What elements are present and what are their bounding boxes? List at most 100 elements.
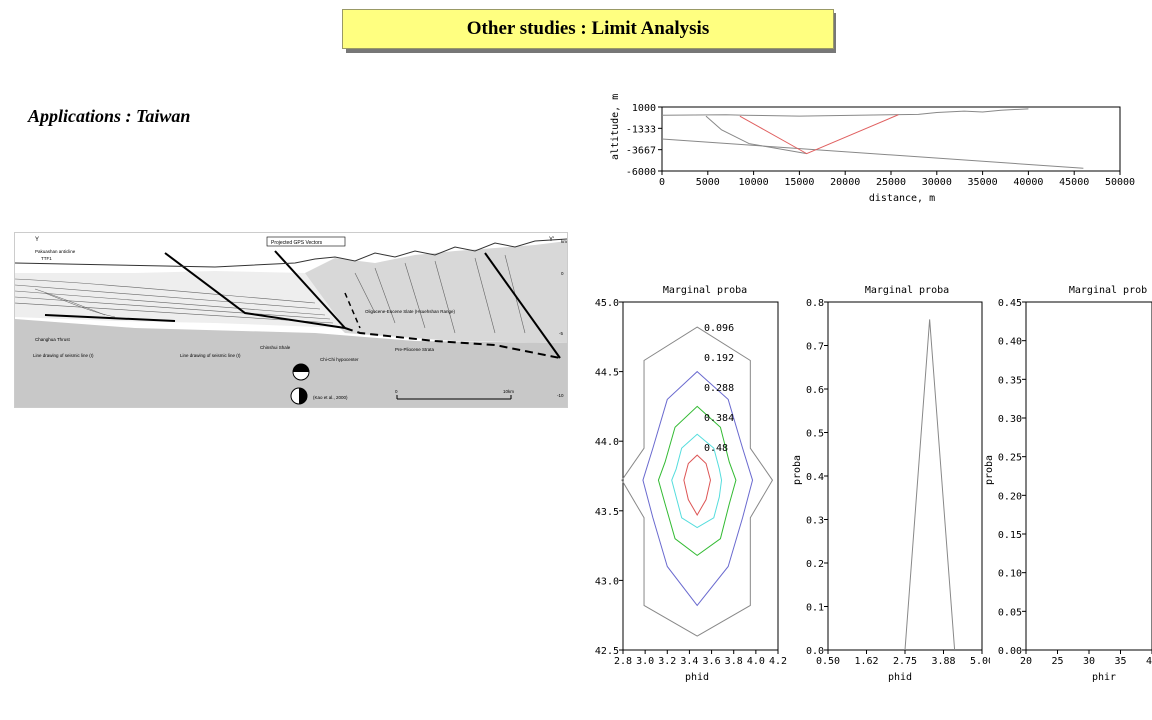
phir-y-tick-label: 0.35 (998, 375, 1022, 386)
scale-label-10: 10km (503, 389, 514, 394)
foreland-layers (15, 271, 345, 328)
phir-y-tick-label: 0.05 (998, 607, 1022, 618)
contour-x-tick-label: 3.8 (725, 656, 743, 667)
cs-label-ttf: TTF1 (41, 256, 52, 261)
profile-x-axis-label: distance, m (869, 193, 935, 204)
mountain-wedge (305, 241, 567, 343)
phid-x-tick-label: 5.00 (970, 656, 990, 667)
contour-level-label: 0.288 (704, 383, 734, 394)
phid-y-tick-label: 0.6 (806, 385, 824, 396)
cs-label-kao: (Kao et al., 2000) (313, 395, 348, 400)
phir-y-tick-label: 0.25 (998, 453, 1022, 464)
profile-x-tick-label: 30000 (922, 177, 952, 188)
phir-y-axis-label: proba (984, 455, 995, 485)
phid-y-tick-label: 0.5 (806, 429, 824, 440)
phir-y-tick-label: 0.30 (998, 414, 1022, 425)
profile-series-line-3 (739, 114, 899, 155)
phir-y-tick-label: 0.40 (998, 337, 1022, 348)
profile-x-tick-label: 0 (659, 177, 665, 188)
contour-x-tick-label: 3.6 (703, 656, 721, 667)
phir-chart-title: Marginal prob (1069, 285, 1147, 296)
phid-x-tick-label: 0.50 (816, 656, 840, 667)
contour-x-axis-label: phid (685, 672, 709, 683)
phid-x-axis-label: phid (888, 672, 912, 683)
contour-x-tick-label: 4.0 (747, 656, 765, 667)
phir-x-tick-label: 30 (1083, 656, 1095, 667)
decollement-dashed (344, 327, 561, 359)
focal-mechanism-2 (290, 387, 308, 405)
depth-label-5: -5 (559, 331, 563, 336)
cross-section-drawing: Y Y' Pakuashan anticline TTF1 Projected … (15, 236, 567, 407)
phid-chart-title: Marginal proba (865, 285, 949, 296)
phid-y-tick-label: 0.4 (806, 472, 824, 483)
phid-y-axis-label: proba (792, 455, 803, 485)
scale-label-0: 0 (395, 389, 398, 394)
phid-x-tick-label: 3.88 (931, 656, 955, 667)
phid-series-line-0 (904, 319, 956, 651)
phir-x-tick-label: 20 (1020, 656, 1032, 667)
contour-y-tick-label: 45.0 (595, 298, 619, 309)
phid-x-tick-label: 1.62 (854, 656, 878, 667)
phid-marginal-chart: Marginal proba proba phid 0.50 1.62 2.75 3.… (792, 285, 990, 683)
phid-y-tick-label: 0.8 (806, 298, 824, 309)
profile-x-tick-label: 50000 (1105, 177, 1135, 188)
contour-y-tick-label: 44.5 (595, 368, 619, 379)
phid-y-tick-label: 0.3 (806, 516, 824, 527)
contour-chart-title: Marginal proba (663, 285, 747, 296)
phid-x-tick-label: 2.75 (893, 656, 917, 667)
cs-label-y-prime: Y' (549, 237, 554, 243)
contour-level-label: 0.48 (704, 443, 728, 454)
profile-series-line-2 (705, 115, 807, 155)
cs-label-line-mid: Line drawing of seismic line (I) (180, 353, 241, 358)
phir-plot-frame (1025, 301, 1152, 651)
phir-x-tick-label: 25 (1051, 656, 1063, 667)
phir-y-tick-label: 0.20 (998, 491, 1022, 502)
contour-level-label: 0.096 (704, 323, 734, 334)
contour-y-tick-label: 43.5 (595, 507, 619, 518)
profile-x-tick-label: 5000 (696, 177, 720, 188)
phir-y-tick-label: 0.00 (998, 646, 1022, 657)
contour-level-4 (683, 454, 711, 516)
profile-plot-frame (661, 106, 1121, 172)
phir-y-tick-label: 0.45 (998, 298, 1022, 309)
profile-y-tick-label: -3667 (626, 146, 656, 157)
profile-x-tick-label: 15000 (784, 177, 814, 188)
phid-y-tick-label: 0.1 (806, 603, 824, 614)
contour-x-tick-label: 3.0 (636, 656, 654, 667)
phir-marginal-chart: Marginal prob proba phir 20 25 30 35 40 0.00 0… (984, 285, 1152, 683)
contour-y-tick-label: 44.0 (595, 437, 619, 448)
profile-x-tick-label: 10000 (739, 177, 769, 188)
profile-y-tick-label: 1000 (632, 103, 656, 114)
contour-plot-frame (622, 301, 779, 651)
depth-label-0: 0 (561, 271, 564, 276)
profile-x-tick-label: 40000 (1013, 177, 1043, 188)
phir-y-tick-label: 0.10 (998, 569, 1022, 580)
contour-level-2 (657, 405, 737, 556)
profile-y-tick-label: -1333 (626, 124, 656, 135)
contour-level-label: 0.192 (704, 353, 734, 364)
cs-label-line-left: Line drawing of seismic line (I) (33, 353, 94, 358)
profile-x-tick-label: 35000 (968, 177, 998, 188)
phid-y-tick-label: 0.7 (806, 342, 824, 353)
contour-x-tick-label: 3.4 (680, 656, 698, 667)
phid-y-tick-label: 0.2 (806, 559, 824, 570)
profile-y-tick-label: -6000 (626, 167, 656, 178)
depth-label-km: km (561, 239, 567, 244)
contour-x-tick-label: 3.2 (658, 656, 676, 667)
contour-y-tick-label: 43.0 (595, 576, 619, 587)
phir-x-tick-label: 40 (1146, 656, 1152, 667)
contour-y-tick-label: 42.5 (595, 646, 619, 657)
cs-label-changhua: Changhua Thrust (35, 337, 70, 342)
cs-label-chinshui: Chinshui Shale (260, 345, 291, 350)
gps-legend-box (266, 236, 346, 247)
phid-plot-frame (827, 301, 983, 651)
contour-chart: Marginal proba phid 2.8 3.0 3.2 3.4 3.6 3.8 4.… (595, 285, 787, 683)
dashed-fault (344, 292, 361, 329)
profile-x-tick-label: 20000 (830, 177, 860, 188)
slide-title: Other studies : Limit Analysis (342, 9, 834, 49)
profile-series-line-1 (661, 138, 1084, 169)
profile-chart: altitude, m distance, m 0 5000 10000 15000 2… (610, 94, 1135, 204)
profile-y-axis-label: altitude, m (610, 94, 621, 160)
slide-subtitle: Applications : Taiwan (28, 106, 191, 126)
phir-x-tick-label: 35 (1114, 656, 1126, 667)
